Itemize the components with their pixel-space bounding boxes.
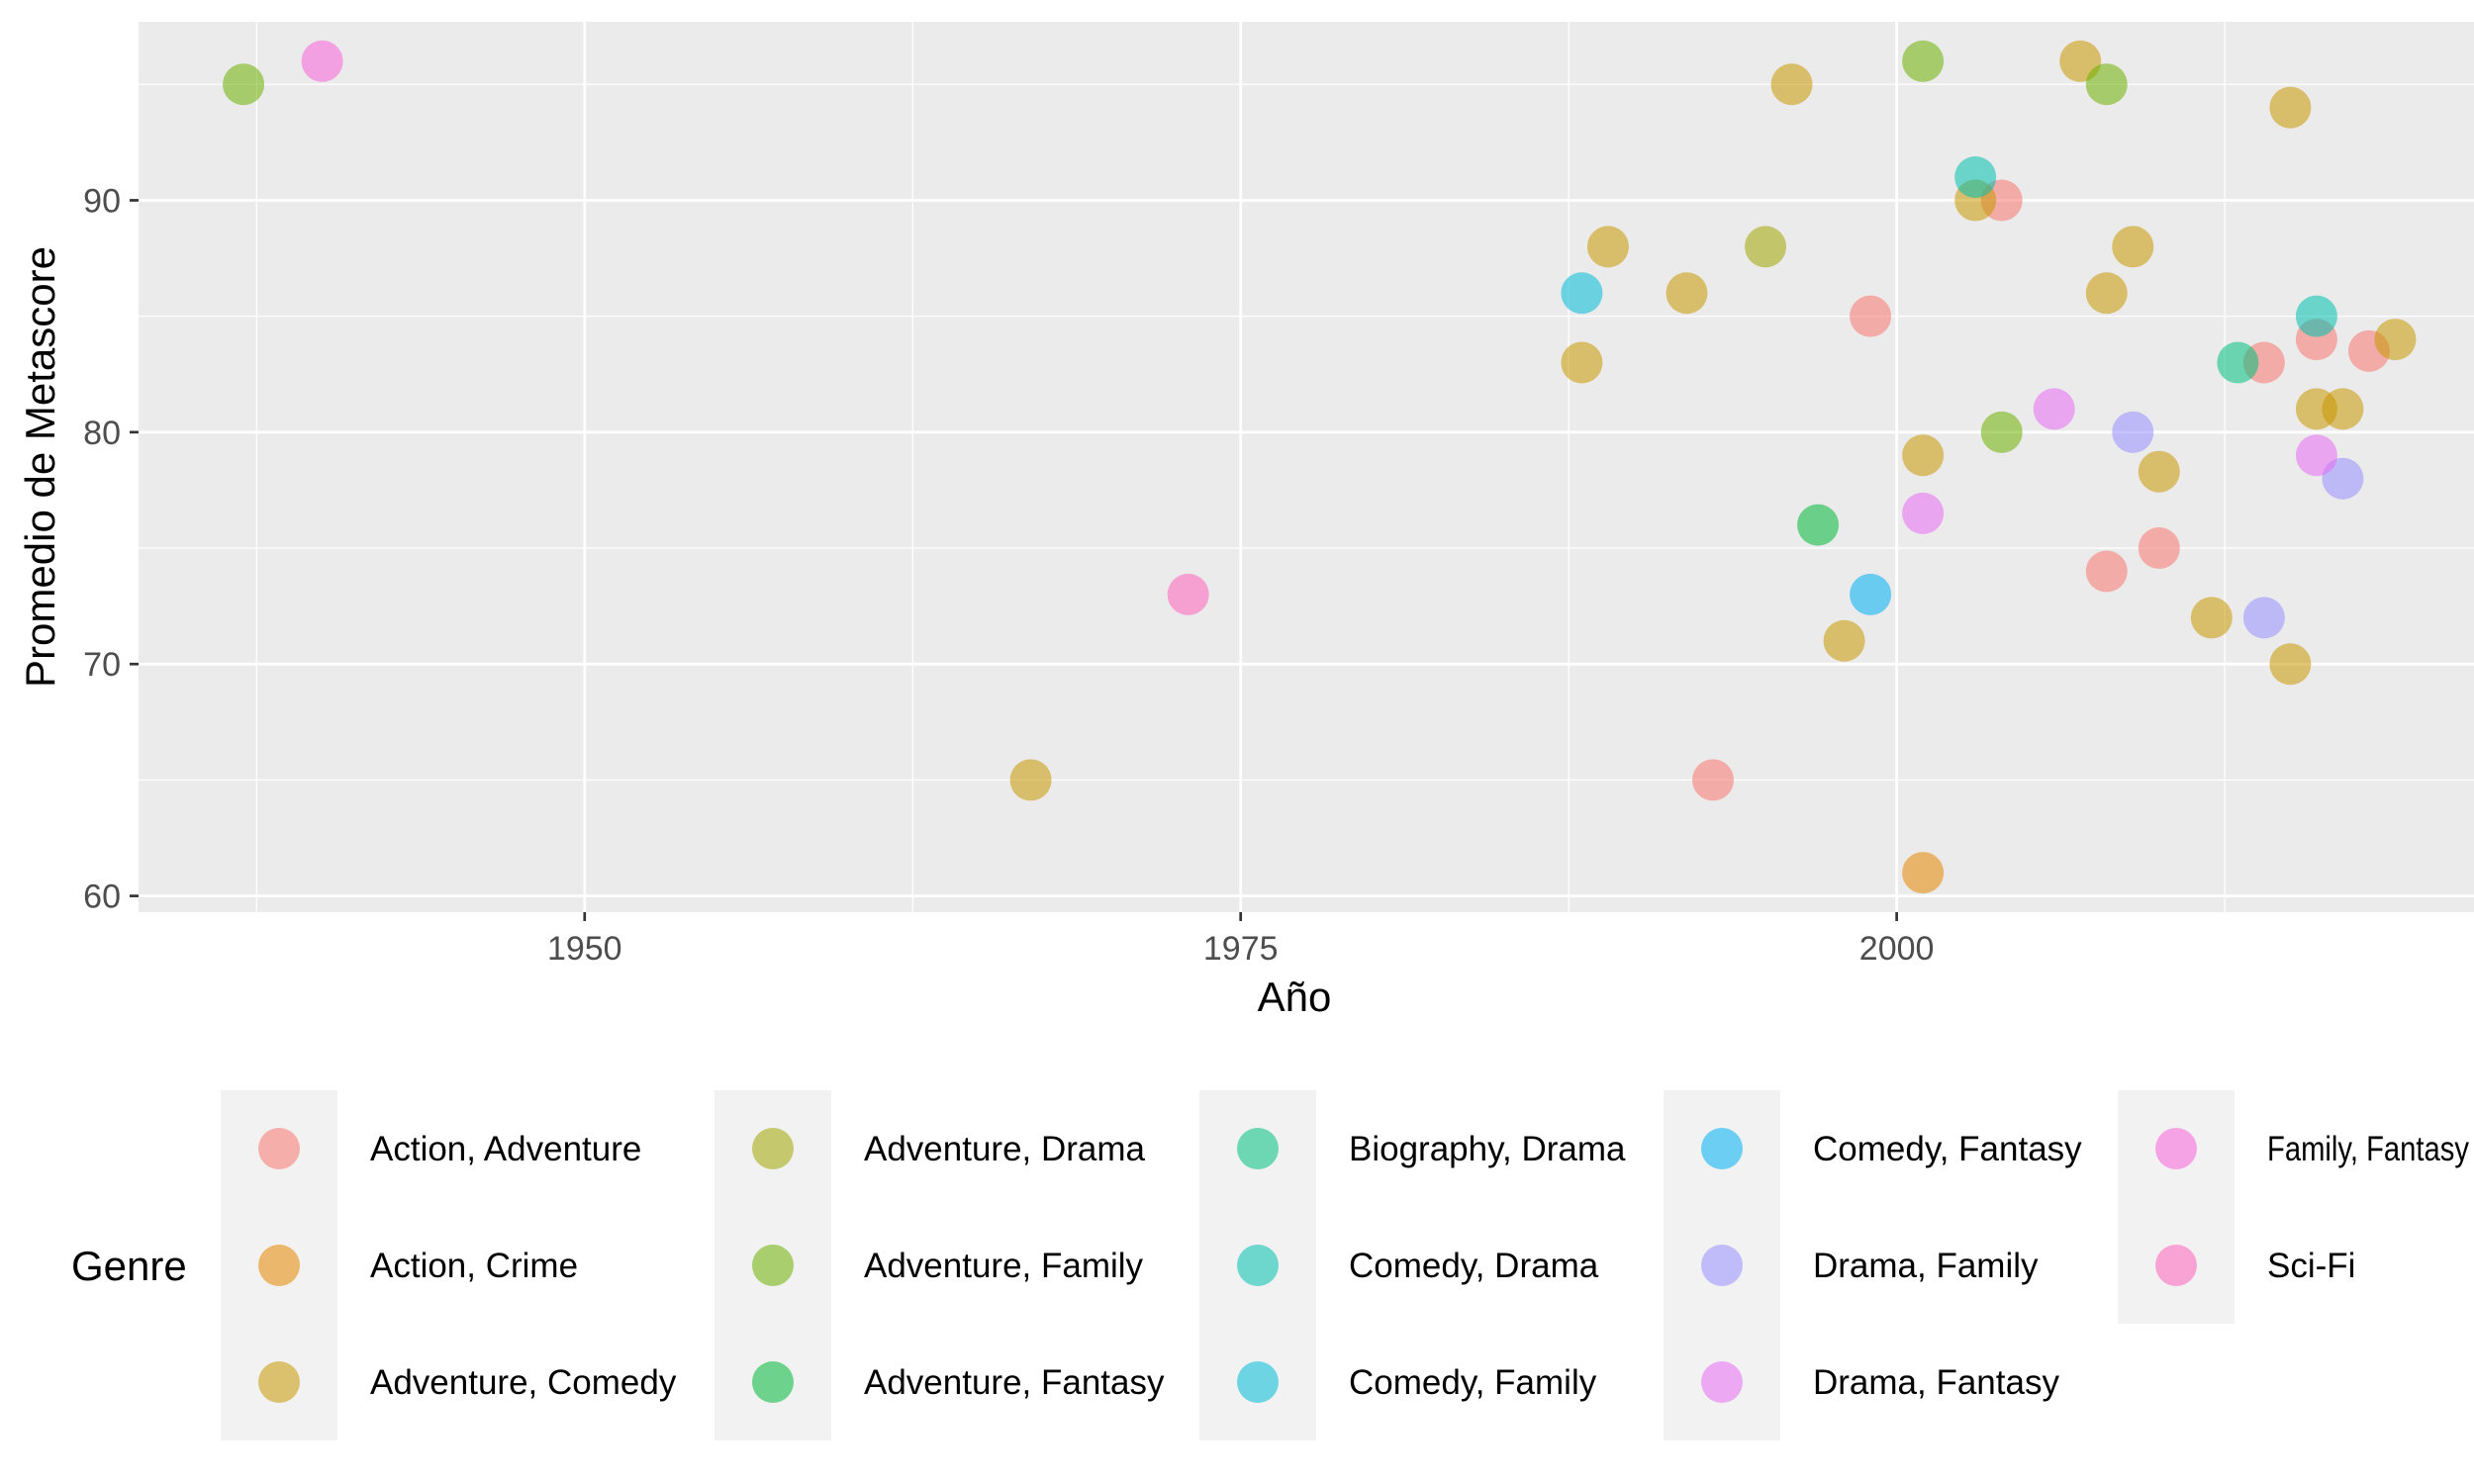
legend-key-sci-fi: [2155, 1245, 2197, 1286]
point-drama-fantasy: [2033, 388, 2075, 430]
legend-key-action-adventure: [258, 1128, 300, 1169]
point-comedy-fantasy: [1850, 573, 1892, 615]
data-points: [223, 40, 2417, 894]
point-adventure-fantasy: [1797, 504, 1840, 546]
legend-key-adventure-drama: [752, 1128, 794, 1169]
legend-label-comedy-drama: Comedy, Drama: [1349, 1247, 1599, 1285]
point-adventure-family: [2085, 63, 2128, 106]
legend-label-adventure-comedy: Adventure, Comedy: [370, 1363, 677, 1402]
point-biography-drama: [2217, 341, 2259, 384]
point-adventure-family: [223, 63, 265, 106]
legend: Genre Action, Adventure Action, Crime Adve…: [71, 1090, 2469, 1440]
point-adventure-comedy: [1823, 619, 1865, 662]
point-action-crime: [1902, 852, 1945, 894]
y-axis-title: Promedio de Metascore: [17, 246, 63, 688]
point-comedy-family: [1561, 272, 1603, 315]
legend-label-comedy-family: Comedy, Family: [1349, 1363, 1597, 1402]
legend-label-adventure-drama: Adventure, Drama: [864, 1130, 1146, 1168]
point-adventure-comedy: [1561, 341, 1603, 384]
legend-label-action-adventure: Action, Adventure: [370, 1130, 641, 1168]
legend-key-family-fantasy: [2155, 1128, 2197, 1169]
legend-key-adventure-fantasy: [752, 1361, 794, 1403]
point-sci-fi: [1167, 573, 1209, 615]
point-adventure-comedy: [2269, 86, 2312, 129]
legend-label-adventure-family: Adventure, Family: [864, 1247, 1144, 1285]
point-action-adventure: [1692, 759, 1735, 801]
point-adventure-comedy: [2085, 272, 2128, 315]
legend-key-comedy-family: [1237, 1361, 1279, 1403]
legend-label-action-crime: Action, Crime: [370, 1247, 578, 1285]
point-drama-fantasy: [1902, 492, 1945, 534]
point-action-adventure: [2085, 550, 2128, 593]
point-adventure-comedy: [2190, 597, 2233, 639]
legend-label-biography-drama: Biography, Drama: [1349, 1130, 1626, 1168]
legend-key-biography-drama: [1237, 1128, 1279, 1169]
point-drama-family: [2242, 597, 2285, 639]
legend-title: Genre: [71, 1243, 187, 1289]
point-comedy-drama: [1954, 156, 1997, 199]
point-adventure-comedy: [2269, 643, 2312, 686]
grid-lines: [139, 22, 2474, 912]
point-family-fantasy: [301, 40, 343, 82]
legend-label-drama-family: Drama, Family: [1813, 1247, 2039, 1285]
point-adventure-family: [1980, 411, 2023, 453]
legend-label-comedy-fantasy: Comedy, Fantasy: [1813, 1130, 2082, 1168]
legend-label-family-fantasy: Family, Fantasy: [2267, 1130, 2469, 1168]
point-adventure-comedy: [1665, 272, 1708, 315]
legend-key-comedy-fantasy: [1701, 1128, 1743, 1169]
y-tick-label: 90: [83, 182, 121, 220]
x-tick-label: 2000: [1859, 930, 1935, 968]
point-comedy-drama: [2295, 295, 2337, 337]
point-adventure-comedy: [2138, 450, 2180, 493]
point-action-adventure: [2138, 527, 2180, 570]
legend-key-drama-family: [1701, 1245, 1743, 1286]
plot-panel: [139, 22, 2474, 912]
legend-label-adventure-fantasy: Adventure, Fantasy: [864, 1363, 1165, 1402]
legend-key-comedy-drama: [1237, 1245, 1279, 1286]
legend-key-adventure-family: [752, 1245, 794, 1286]
y-tick-label: 70: [83, 646, 121, 684]
point-adventure-comedy: [2374, 319, 2417, 361]
x-tick-label: 1950: [547, 930, 622, 968]
point-adventure-comedy: [1586, 226, 1629, 268]
point-adventure-comedy: [1902, 434, 1945, 477]
point-adventure-drama: [1745, 226, 1787, 268]
x-tick-label: 1975: [1203, 930, 1279, 968]
legend-key-drama-fantasy: [1701, 1361, 1743, 1403]
y-tick-label: 80: [83, 415, 121, 452]
point-adventure-comedy: [2322, 388, 2364, 430]
x-axis-title: Año: [1258, 974, 1332, 1020]
legend-key-action-crime: [258, 1245, 300, 1286]
point-drama-fantasy: [2295, 434, 2337, 477]
point-adventure-comedy: [1009, 759, 1052, 801]
point-drama-family: [2112, 411, 2154, 453]
y-tick-label: 60: [83, 879, 121, 916]
legend-key-adventure-comedy: [258, 1361, 300, 1403]
legend-label-drama-fantasy: Drama, Fantasy: [1813, 1363, 2059, 1402]
legend-label-sci-fi: Sci-Fi: [2267, 1247, 2355, 1285]
point-action-adventure: [1850, 295, 1892, 337]
point-adventure-comedy: [2112, 226, 2154, 268]
point-adventure-family: [1902, 40, 1945, 82]
point-adventure-comedy: [1770, 63, 1813, 106]
axes: 1950 1975 2000 60 70 80 90: [83, 182, 1934, 968]
